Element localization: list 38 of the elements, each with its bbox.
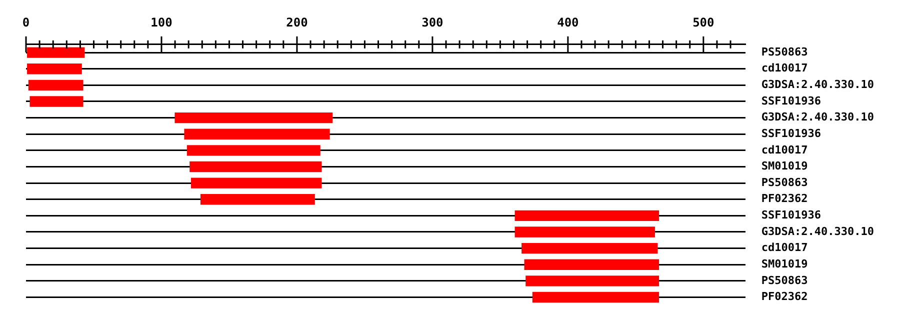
bar [514,226,655,238]
bar [190,161,322,172]
y-tick-label: G3DSA:2.40.330.10 [761,110,874,124]
x-tick-label: 200 [286,15,308,30]
y-tick-label: cd10017 [761,143,808,156]
bar [524,259,660,270]
y-tick-label: SM01019 [761,257,808,270]
y-tick-label: SSF101936 [761,208,822,222]
y-tick-label: SSF101936 [761,126,822,140]
y-tick-label: PS50863 [761,274,808,287]
bar [184,128,330,140]
bar [522,242,658,254]
y-tick-label: cd10017 [761,241,808,254]
x-tick-label: 500 [692,15,714,30]
y-tick-label: PS50863 [761,45,808,58]
bar [27,47,85,58]
x-tick-label: 100 [150,15,172,30]
bar [526,276,660,286]
y-tick-label: G3DSA:2.40.330.10 [761,78,874,92]
bar [532,292,660,303]
y-tick-label: SM01019 [761,160,808,173]
bar [514,210,660,222]
bar [30,96,84,107]
bar [27,64,82,74]
y-tick-label: PS50863 [761,176,808,189]
bar [200,194,315,205]
y-tick-label: G3DSA:2.40.330.10 [761,224,874,238]
x-tick-label: 400 [557,15,579,30]
y-tick-label: PF02362 [761,290,808,304]
bar [190,178,322,188]
y-tick-label: SSF101936 [761,94,822,108]
bar [186,145,320,156]
y-tick-label: cd10017 [761,62,808,75]
bar [28,80,84,91]
x-tick-label: 0 [22,15,30,30]
x-tick-label: 300 [422,15,444,30]
y-tick-label: PF02362 [761,192,808,206]
bar [174,112,333,124]
